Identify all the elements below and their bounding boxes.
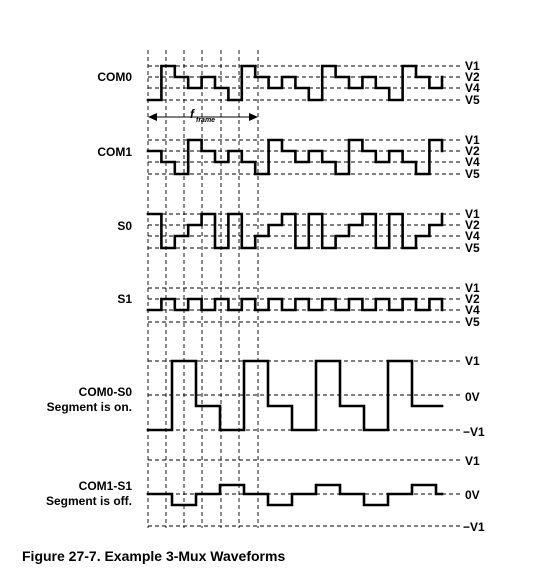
s1-level-v5: V5 <box>465 315 480 329</box>
com1-s1-level-v1: V1 <box>465 454 480 468</box>
com0-level-v4: V4 <box>465 81 480 95</box>
row-label-com0: COM0 <box>97 70 132 84</box>
com0-level-v1: V1 <box>465 59 480 73</box>
row-label-com1: COM1 <box>97 145 132 159</box>
row-label-com1-s1-note: Segment is off. <box>46 494 132 508</box>
level-guides <box>148 65 460 527</box>
s1-waveform <box>146 297 444 312</box>
s0-waveform <box>146 212 444 250</box>
com1-s1-waveform <box>146 483 444 507</box>
s0-level-v1: V1 <box>465 207 480 221</box>
s1-level-v1: V1 <box>465 281 480 295</box>
com1-level-v5: V5 <box>465 167 480 181</box>
com1-s1-level-neg-v1: −V1 <box>463 520 485 534</box>
com1-level-v4: V4 <box>465 155 480 169</box>
row-label-s1: S1 <box>117 292 132 306</box>
com0-waveform <box>146 64 444 102</box>
com1-waveform <box>146 138 444 176</box>
frame-frequency-label: f <box>190 107 195 121</box>
com0-level-v5: V5 <box>465 93 480 107</box>
com1-level-v1: V1 <box>465 133 480 147</box>
com0-level-v2: V2 <box>465 70 480 84</box>
s1-level-v2: V2 <box>465 292 480 306</box>
com0-s0-level-v1: V1 <box>465 354 480 368</box>
com0-s0-level-0v: 0V <box>465 390 480 404</box>
frame-frequency-subscript: frame <box>196 117 215 124</box>
row-label-com0-s0: COM0-S0 <box>79 385 133 399</box>
s0-level-v2: V2 <box>465 218 480 232</box>
row-label-s0: S0 <box>117 219 132 233</box>
timing-guides <box>147 50 259 528</box>
frame-period-arrow: f frame <box>148 107 258 124</box>
com0-s0-waveform <box>146 359 444 432</box>
s0-level-v5: V5 <box>465 241 480 255</box>
s1-level-v4: V4 <box>465 303 480 317</box>
com1-s1-level-0v: 0V <box>465 488 480 502</box>
com0-s0-level-neg-v1: −V1 <box>463 425 485 439</box>
figure-caption: Figure 27-7. Example 3-Mux Waveforms <box>22 548 285 564</box>
com1-level-v2: V2 <box>465 144 480 158</box>
row-label-com1-s1: COM1-S1 <box>79 479 133 493</box>
s0-level-v4: V4 <box>465 229 480 243</box>
row-label-com0-s0-note: Segment is on. <box>47 400 132 414</box>
